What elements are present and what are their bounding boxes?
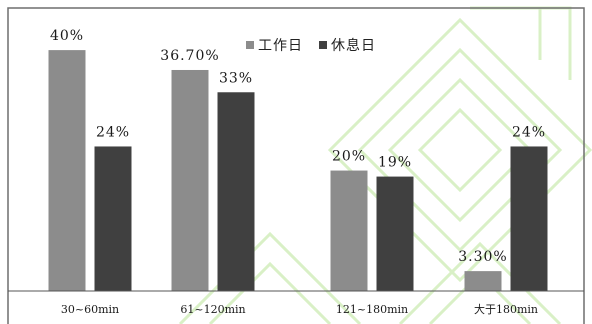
x-tick-label-2: 61~120min: [180, 303, 245, 316]
legend-label-restday: 休息日: [331, 37, 376, 54]
watermark-pattern: [178, 6, 592, 324]
bar-workday-1: [48, 50, 86, 291]
data-label-workday-1: 40%: [50, 28, 84, 44]
legend-swatch-restday: [319, 41, 327, 49]
legend-swatch-workday: [246, 41, 254, 49]
data-labels-group: 40% 24% 36.70%33% 20% 19% 3.30% 24%: [50, 28, 546, 265]
bar-workday-2: [171, 69, 209, 292]
bar-restday-4: [510, 146, 548, 291]
bars-group: [48, 50, 548, 292]
x-tick-label-3: 121~180min: [336, 303, 408, 316]
data-label-workday-2: 36.70%: [160, 48, 219, 64]
x-tick-labels-group: 30~60min 61~120min 121~180min 大于180min: [61, 302, 538, 316]
data-label-restday-1: 24%: [96, 124, 130, 140]
legend: 工作日 休息日: [246, 37, 376, 54]
bar-workday-3: [330, 170, 368, 291]
bar-restday-3: [376, 176, 414, 291]
data-label-workday-3: 20%: [332, 149, 366, 165]
data-label-workday-4: 3.30%: [458, 249, 507, 265]
bar-restday-1: [94, 146, 132, 291]
x-tick-label-4: 大于180min: [474, 302, 538, 316]
bar-restday-2: [217, 92, 255, 292]
chart-border: [7, 7, 585, 324]
bar-workday-4: [464, 271, 502, 291]
x-tick-label-1: 30~60min: [61, 303, 119, 316]
legend-label-workday: 工作日: [258, 38, 303, 54]
data-label-restday-3: 19%: [378, 155, 412, 171]
data-label-restday-4: 24%: [512, 124, 546, 140]
data-label-restday-2: 33%: [219, 70, 253, 86]
